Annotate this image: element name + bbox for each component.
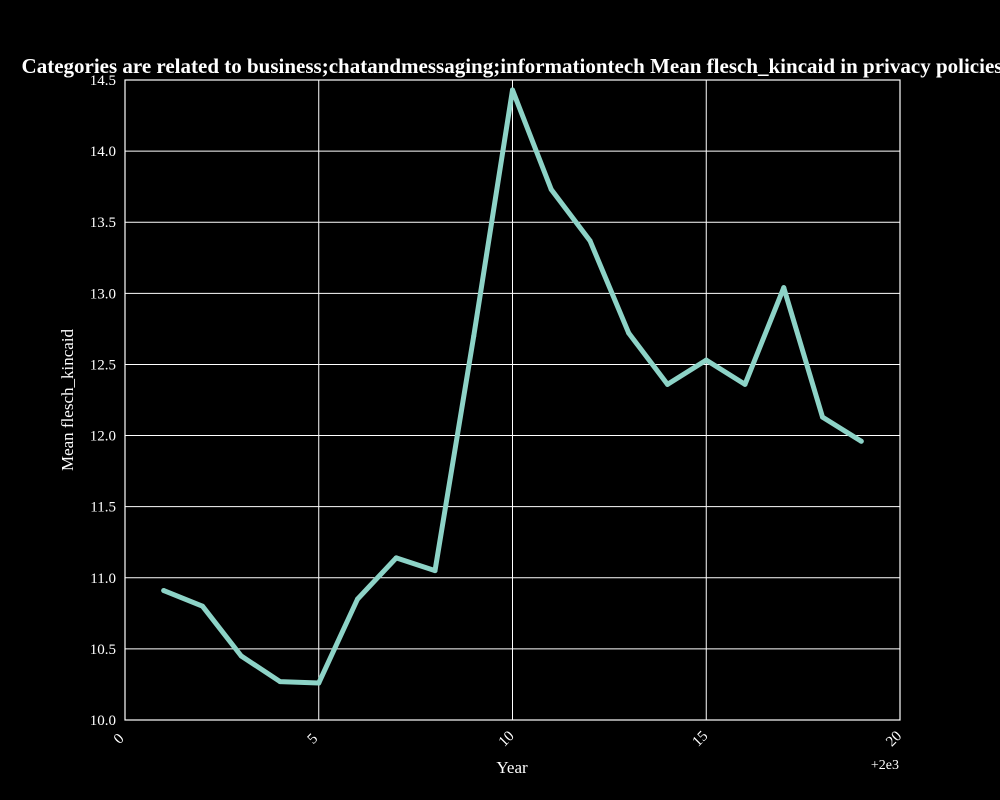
data-point	[781, 285, 787, 291]
y-tick-label: 11.5	[90, 500, 116, 516]
data-point	[820, 414, 825, 420]
data-point	[510, 87, 515, 93]
y-tick-label: 11.0	[90, 571, 116, 587]
y-tick-label: 12.5	[90, 357, 116, 373]
data-point	[316, 680, 322, 686]
x-tick-label: 10	[496, 728, 518, 750]
x-tick-label: 15	[689, 728, 711, 750]
grid-lines	[124, 79, 901, 721]
data-point	[200, 603, 205, 609]
data-point	[548, 187, 554, 193]
y-tick-label: 10.5	[90, 642, 116, 658]
x-tick-label: 0	[111, 731, 128, 748]
data-point	[858, 438, 864, 444]
data-point	[277, 679, 283, 685]
data-point	[471, 333, 477, 339]
y-tick-label: 13.5	[90, 215, 116, 231]
x-tick-label: 20	[883, 728, 905, 750]
x-axis-label: Year	[496, 758, 528, 777]
data-point	[665, 381, 670, 387]
chart-title: Categories are related to business;chata…	[22, 54, 1000, 78]
data-point	[393, 555, 399, 561]
y-tick-label: 14.0	[90, 144, 116, 160]
y-axis-label: Mean flesch_kincaid	[58, 328, 77, 471]
y-tick-label: 13.0	[90, 286, 116, 302]
x-axis-offset-label: +2e3	[871, 758, 899, 773]
x-tick-label: 5	[305, 731, 322, 748]
plot-frame	[124, 79, 901, 721]
y-tick-label: 14.5	[90, 73, 116, 89]
data-point	[432, 568, 438, 574]
data-point	[626, 330, 632, 336]
y-tick-label: 10.0	[90, 713, 116, 729]
data-series	[161, 87, 864, 686]
data-point	[161, 588, 167, 594]
data-point	[587, 238, 593, 244]
y-tick-label: 12.0	[90, 429, 116, 445]
data-point	[703, 357, 709, 363]
data-point	[238, 653, 244, 659]
data-point	[355, 596, 360, 602]
data-point	[742, 381, 748, 387]
